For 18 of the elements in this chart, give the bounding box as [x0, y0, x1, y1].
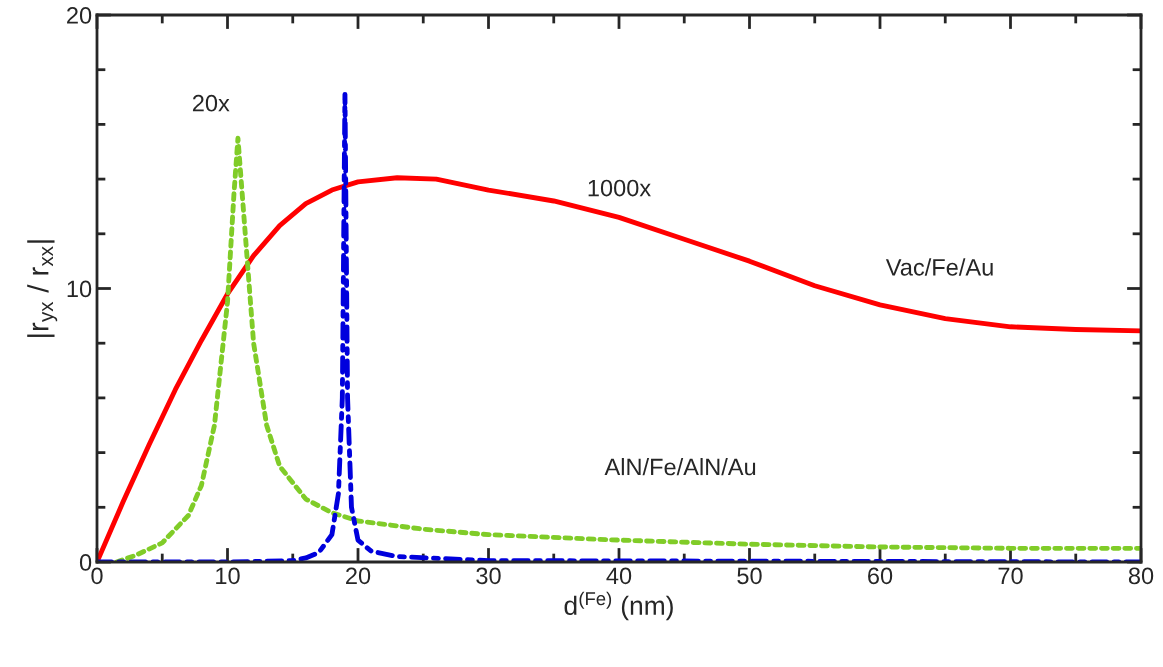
x-tick-label: 50	[737, 567, 762, 585]
x-tick-label: 40	[606, 567, 632, 585]
x-axis-title: d$^{(Fe)}$ (nm)	[564, 591, 673, 621]
y-tick-label: 0	[79, 554, 92, 571]
x-tick-label: 10	[216, 567, 240, 585]
annotation: 1000x	[588, 179, 651, 197]
x-tick-label: 0	[91, 567, 103, 585]
annotation: 20x	[192, 94, 230, 112]
x-tick-label: 70	[998, 567, 1023, 585]
x-tick-label: 30	[476, 567, 501, 585]
x-tick-label: 80	[1128, 567, 1154, 585]
x-tick-label: 20	[346, 567, 371, 585]
y-axis-title: |r$_{yx}$ / r$_{xx}$|	[27, 240, 58, 337]
x-tick-label: 60	[868, 567, 893, 585]
y-tick-label: 20	[67, 7, 92, 24]
annotation: Vac/Fe/Au	[885, 258, 993, 276]
annotation: AlN/Fe/AlN/Au	[604, 458, 756, 476]
y-tick-label: 10	[67, 280, 92, 298]
